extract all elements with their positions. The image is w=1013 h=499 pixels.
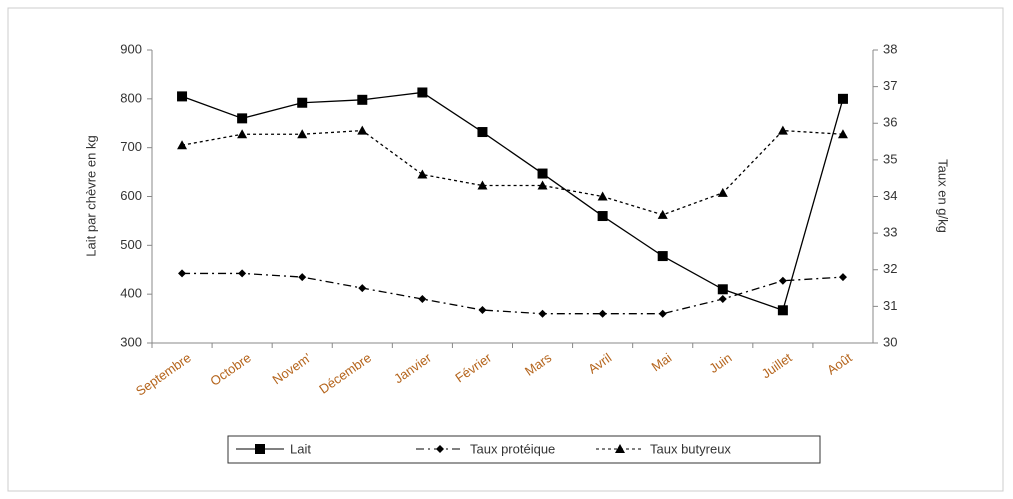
marker — [777, 125, 788, 135]
marker — [838, 273, 847, 282]
marker — [237, 129, 248, 139]
marker — [657, 251, 668, 262]
marker — [537, 180, 548, 190]
y-tick-label: 300 — [120, 334, 142, 349]
marker — [298, 273, 307, 282]
marker — [358, 284, 367, 293]
y-tick-label: 900 — [120, 41, 142, 56]
y2-tick-label: 38 — [883, 41, 897, 56]
marker — [538, 309, 547, 318]
y-tick-label: 600 — [120, 188, 142, 203]
marker — [297, 97, 308, 108]
y2-tick-label: 31 — [883, 298, 897, 313]
y-tick-label: 500 — [120, 237, 142, 252]
marker — [537, 168, 548, 179]
y-tick-label: 700 — [120, 139, 142, 154]
y-axis-title: Lait par chèvre en kg — [83, 135, 98, 256]
y2-tick-label: 34 — [883, 188, 897, 203]
y-tick-label: 400 — [120, 286, 142, 301]
marker — [238, 269, 247, 278]
y2-axis-title: Taux en g/kg — [936, 159, 951, 233]
marker — [597, 211, 608, 222]
y2-tick-label: 32 — [883, 261, 897, 276]
legend-marker — [436, 445, 444, 453]
series-line — [181, 91, 844, 312]
legend-marker — [615, 444, 625, 453]
marker — [297, 129, 308, 139]
legend-label: Taux protéique — [470, 441, 555, 456]
y2-tick-label: 30 — [883, 334, 897, 349]
y-tick-label: 800 — [120, 90, 142, 105]
marker — [837, 93, 848, 104]
y2-tick-label: 33 — [883, 225, 897, 240]
marker — [478, 306, 487, 315]
marker — [357, 125, 368, 135]
y2-tick-label: 36 — [883, 115, 897, 130]
marker — [597, 191, 608, 201]
series-line — [182, 272, 843, 315]
marker — [417, 87, 428, 98]
marker — [237, 113, 248, 124]
marker — [717, 284, 728, 295]
marker — [717, 187, 728, 197]
marker — [177, 140, 188, 150]
marker — [357, 94, 368, 105]
marker — [657, 209, 668, 219]
marker — [658, 309, 667, 318]
marker — [718, 295, 727, 304]
marker — [598, 309, 607, 318]
marker — [837, 129, 848, 139]
legend-label: Taux butyreux — [650, 441, 731, 456]
marker — [178, 269, 187, 278]
legend-marker — [255, 444, 265, 454]
chart-border — [7, 7, 1004, 492]
marker — [418, 295, 427, 304]
legend-label: Lait — [290, 441, 311, 456]
marker — [477, 127, 488, 138]
y2-tick-label: 37 — [883, 78, 897, 93]
marker — [778, 276, 787, 285]
marker — [777, 305, 788, 316]
legend-box — [227, 435, 821, 464]
marker — [417, 169, 428, 179]
marker — [177, 91, 188, 102]
marker — [477, 180, 488, 190]
y2-tick-label: 35 — [883, 151, 897, 166]
